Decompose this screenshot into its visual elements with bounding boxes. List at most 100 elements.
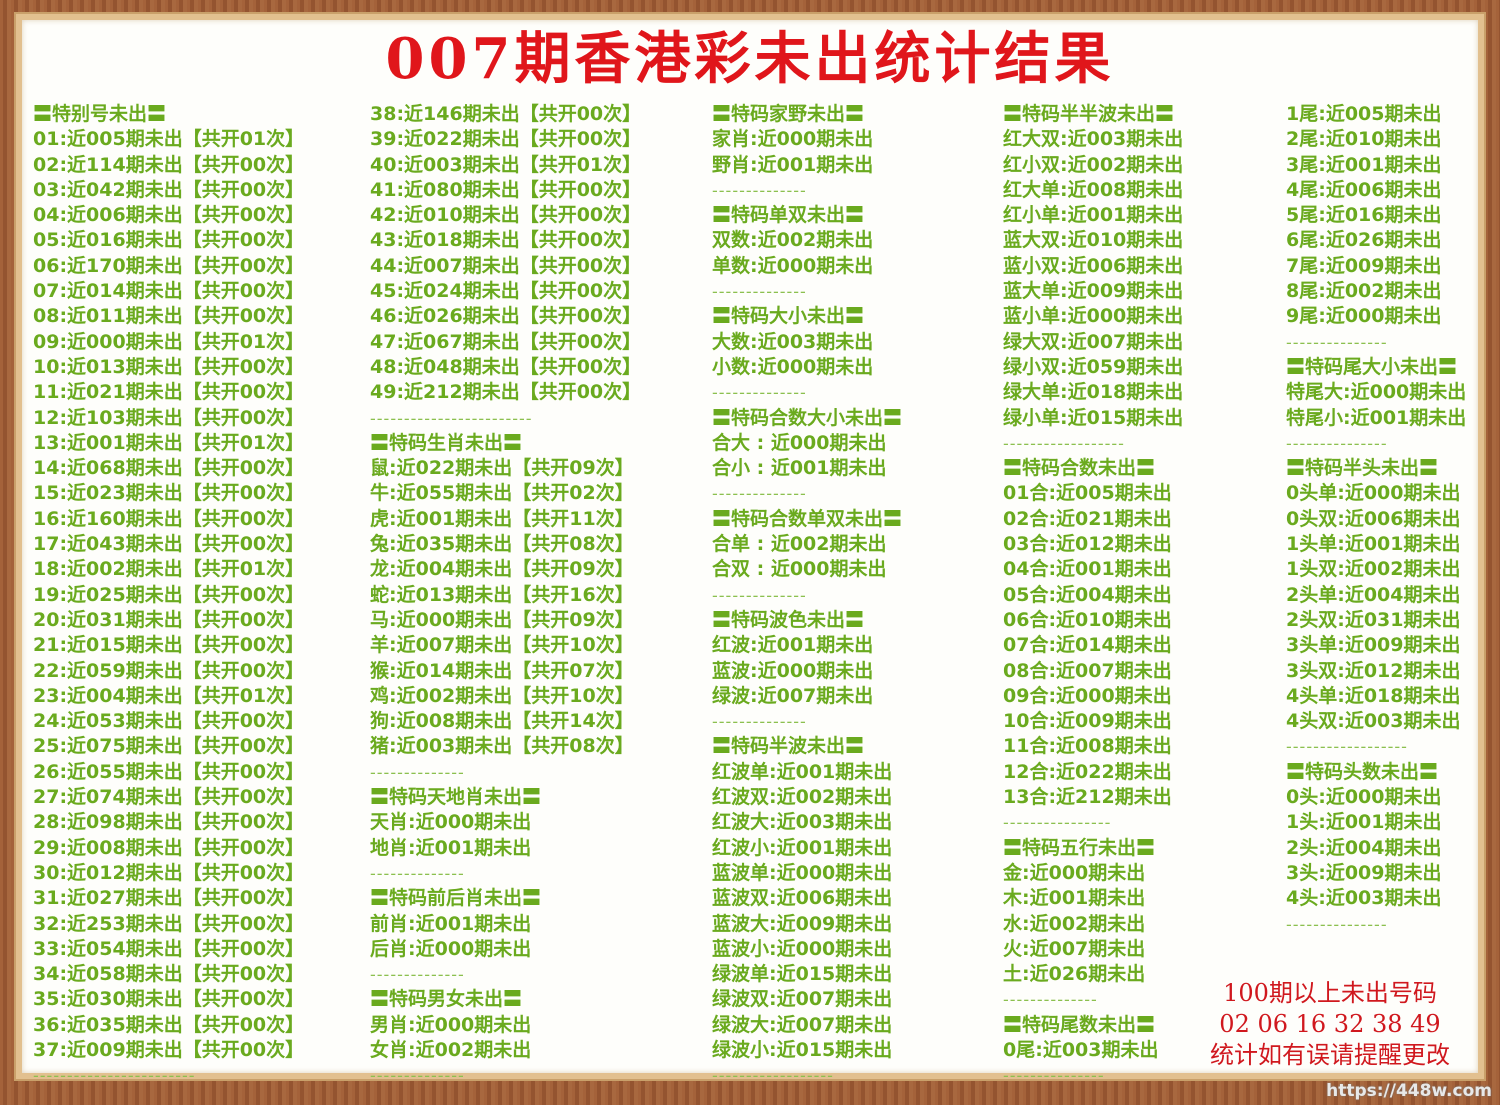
stat-item: 03合:近012期未出	[1003, 533, 1172, 556]
stat-item: 24:近053期未出【共开00次】	[33, 710, 305, 733]
divider: ------------------------	[370, 408, 533, 428]
stat-item: 合小 : 近001期未出	[712, 457, 887, 480]
stat-item: 36:近035期未出【共开00次】	[33, 1013, 305, 1036]
stat-item: 红波单:近001期未出	[712, 760, 893, 783]
divider: ------------------	[712, 1066, 834, 1086]
stat-item: 6尾:近026期未出	[1286, 229, 1442, 252]
stat-item: 合双 : 近000期未出	[712, 558, 887, 581]
stat-item: 绿波双:近007期未出	[712, 988, 893, 1011]
stat-item: 05:近016期未出【共开00次】	[33, 229, 305, 252]
stat-item: 07:近014期未出【共开00次】	[33, 280, 305, 303]
stat-item: 26:近055期未出【共开00次】	[33, 760, 305, 783]
divider: ---------------	[1286, 332, 1388, 352]
stat-item: 25:近075期未出【共开00次】	[33, 735, 305, 758]
section-header: 〓特码家野未出〓	[712, 103, 865, 125]
section-header: 〓特码尾数未出〓	[1003, 1013, 1156, 1036]
page-title: 007期香港彩未出统计结果	[385, 26, 1115, 92]
stat-item: 8尾:近002期未出	[1286, 280, 1442, 303]
stat-item: 7尾:近009期未出	[1286, 254, 1442, 277]
stat-item: 06合:近010期未出	[1003, 608, 1172, 631]
stat-item: 红大单:近008期未出	[1003, 178, 1184, 201]
stat-item: 合单 : 近002期未出	[712, 533, 887, 556]
stat-item: 红小双:近002期未出	[1003, 153, 1184, 176]
stat-item: 地肖:近001期未出	[370, 836, 532, 859]
stat-item: 4头单:近018期未出	[1286, 684, 1461, 707]
stat-item: 34:近058期未出【共开00次】	[33, 963, 305, 986]
divider: --------------	[712, 712, 807, 732]
stat-item: 天肖:近000期未出	[370, 811, 532, 834]
stat-item: 40:近003期未出【共开01次】	[370, 153, 642, 176]
stat-item: 虎:近001期未出【共开11次】	[370, 507, 634, 530]
stat-item: 蛇:近013期未出【共开16次】	[370, 583, 634, 606]
stat-item: 1尾:近005期未出	[1286, 103, 1442, 125]
stat-item: 27:近074期未出【共开00次】	[33, 786, 305, 809]
section-header: 〓特码合数单双未出〓	[712, 507, 903, 530]
stat-item: 蓝大双:近010期未出	[1003, 229, 1184, 252]
stat-item: 蓝大单:近009期未出	[1003, 280, 1184, 303]
stat-item: 46:近026期未出【共开00次】	[370, 305, 642, 328]
section-header: 〓特码半头未出〓	[1286, 457, 1439, 480]
section-header: 〓特码半半波未出〓	[1003, 103, 1175, 125]
note-over-100-numbers: 02 06 16 32 38 49	[1219, 1010, 1441, 1038]
divider: --------------	[370, 762, 465, 782]
stat-item: 水:近002期未出	[1003, 912, 1146, 935]
column-attributes: 〓特码家野未出〓 家肖:近000期未出 野肖:近001期未出 ------------…	[712, 102, 902, 1089]
stat-item: 绿大单:近018期未出	[1003, 381, 1184, 404]
stat-item: 02合:近021期未出	[1003, 507, 1172, 530]
stat-item: 红大双:近003期未出	[1003, 128, 1184, 151]
stat-item: 3头:近009期未出	[1286, 861, 1442, 884]
stat-item: 绿波单:近015期未出	[712, 963, 893, 986]
divider: --------------	[370, 1066, 465, 1086]
stat-item: 08:近011期未出【共开00次】	[33, 305, 305, 328]
stat-item: 06:近170期未出【共开00次】	[33, 254, 305, 277]
stat-item: 猪:近003期未出【共开08次】	[370, 735, 634, 758]
stat-item: 单数:近000期未出	[712, 254, 874, 277]
note-correction: 统计如有误请提醒更改	[1210, 1041, 1450, 1069]
stat-item: 44:近007期未出【共开00次】	[370, 254, 642, 277]
watermark: https://448w.com	[1326, 1081, 1492, 1101]
stat-item: 后肖:近000期未出	[370, 937, 532, 960]
stat-item: 龙:近004期未出【共开09次】	[370, 558, 634, 581]
stat-item: 18:近002期未出【共开01次】	[33, 558, 305, 581]
section-header: 〓特码前后肖未出〓	[370, 887, 542, 910]
stat-item: 绿波大:近007期未出	[712, 1013, 893, 1036]
stat-item: 红波双:近002期未出	[712, 786, 893, 809]
section-header: 〓特码头数未出〓	[1286, 760, 1439, 783]
stat-item: 2头双:近031期未出	[1286, 608, 1461, 631]
stat-item: 狗:近008期未出【共开14次】	[370, 710, 634, 733]
stat-item: 01:近005期未出【共开01次】	[33, 128, 305, 151]
stat-item: 38:近146期未出【共开00次】	[370, 103, 642, 125]
divider: --------------	[712, 484, 807, 504]
stat-item: 合大 : 近000期未出	[712, 431, 887, 454]
stat-item: 48:近048期未出【共开00次】	[370, 355, 642, 378]
stat-item: 03:近042期未出【共开00次】	[33, 178, 305, 201]
stat-item: 22:近059期未出【共开00次】	[33, 659, 305, 682]
section-header: 〓特码男女未出〓	[370, 988, 523, 1011]
stat-item: 4尾:近006期未出	[1286, 178, 1442, 201]
stat-item: 野肖:近001期未出	[712, 153, 874, 176]
stat-item: 17:近043期未出【共开00次】	[33, 533, 305, 556]
stat-item: 0头双:近006期未出	[1286, 507, 1461, 530]
stat-item: 9尾:近000期未出	[1286, 305, 1442, 328]
divider: ----------------	[1003, 813, 1112, 833]
stat-item: 鼠:近022期未出【共开09次】	[370, 457, 634, 480]
stat-item: 3头双:近012期未出	[1286, 659, 1461, 682]
stat-item: 30:近012期未出【共开00次】	[33, 861, 305, 884]
stat-item: 04合:近001期未出	[1003, 558, 1172, 581]
column-special-numbers: 〓特别号未出〓 01:近005期未出【共开01次】 02:近114期未出【共开00次…	[33, 102, 304, 1089]
stat-item: 11:近021期未出【共开00次】	[33, 381, 305, 404]
stat-item: 4头:近003期未出	[1286, 887, 1442, 910]
stat-item: 蓝波:近000期未出	[712, 659, 874, 682]
stat-item: 0头单:近000期未出	[1286, 482, 1461, 505]
stat-item: 男肖:近000期未出	[370, 1013, 532, 1036]
section-header: 〓特别号未出〓	[33, 103, 167, 125]
stat-item: 羊:近007期未出【共开10次】	[370, 634, 634, 657]
stat-item: 2头单:近004期未出	[1286, 583, 1461, 606]
stat-item: 0尾:近003期未出	[1003, 1038, 1159, 1061]
stat-item: 42:近010期未出【共开00次】	[370, 204, 642, 227]
divider: ------------------	[1286, 737, 1408, 757]
stat-item: 13:近001期未出【共开01次】	[33, 431, 305, 454]
stat-item: 09:近000期未出【共开01次】	[33, 330, 305, 353]
column-numbers-zodiac: 38:近146期未出【共开00次】 39:近022期未出【共开00次】 40:近00…	[370, 102, 641, 1089]
stat-item: 绿波:近007期未出	[712, 684, 874, 707]
